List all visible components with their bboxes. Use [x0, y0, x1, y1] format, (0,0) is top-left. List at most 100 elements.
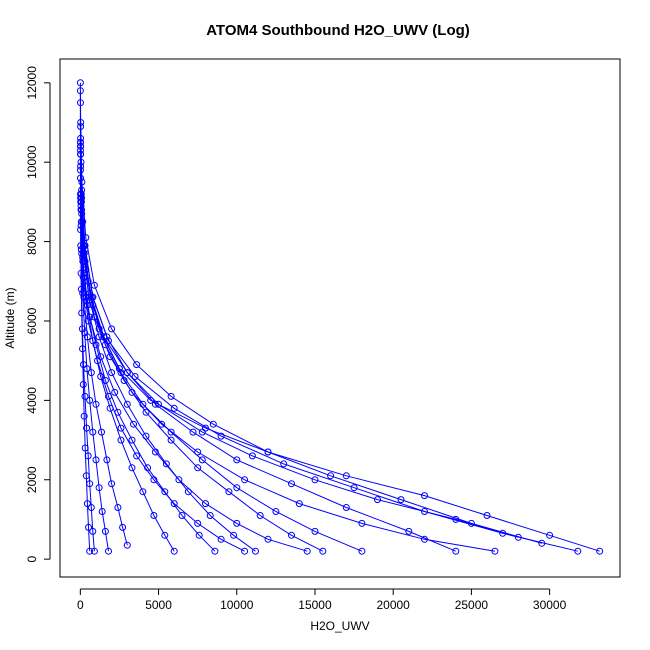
data-point — [131, 373, 139, 380]
data-point — [147, 396, 155, 404]
data-point — [77, 269, 85, 277]
data-point — [175, 476, 183, 484]
data-point — [80, 412, 88, 420]
data-point — [405, 527, 413, 535]
data-point — [151, 400, 159, 408]
data-point — [81, 444, 89, 452]
data-point — [194, 448, 202, 456]
data-point — [144, 464, 152, 472]
plot-series-group — [76, 79, 604, 555]
data-point — [198, 428, 206, 436]
data-point — [86, 547, 94, 555]
series-line-2 — [80, 126, 578, 552]
data-point — [546, 531, 554, 539]
y-tick-label: 4000 — [25, 387, 39, 414]
data-point — [79, 345, 86, 353]
data-point — [95, 484, 103, 492]
data-point — [241, 476, 249, 484]
data-point — [80, 361, 87, 369]
data-point — [252, 547, 259, 555]
data-point — [170, 404, 178, 412]
data-point — [85, 523, 92, 531]
data-point — [452, 515, 460, 523]
data-point — [167, 392, 175, 400]
data-point — [150, 512, 158, 519]
data-point — [211, 547, 219, 555]
data-point — [170, 500, 178, 508]
data-point — [217, 432, 225, 440]
data-point — [79, 381, 87, 388]
data-point — [108, 325, 116, 333]
data-point — [217, 535, 225, 543]
data-point — [92, 400, 100, 408]
x-tick-label: 25000 — [455, 598, 489, 612]
data-point — [189, 428, 197, 436]
data-point — [288, 480, 295, 488]
data-point — [167, 436, 175, 444]
data-point — [80, 293, 88, 301]
x-tick-label: 20000 — [376, 598, 410, 612]
series-line-12 — [80, 154, 216, 552]
data-point — [89, 428, 97, 436]
data-point — [170, 547, 178, 555]
data-point — [108, 480, 116, 488]
data-point — [123, 400, 131, 408]
data-point — [288, 531, 295, 539]
y-axis: 0 2000 4000 6000 8000 10000 12000 — [25, 66, 51, 562]
series-line-5 — [80, 142, 456, 552]
data-point — [90, 547, 98, 555]
data-point — [421, 508, 428, 515]
data-point — [264, 535, 272, 543]
series-line-13 — [80, 150, 175, 552]
data-point — [158, 420, 166, 428]
y-tick-label: 2000 — [25, 466, 39, 493]
data-point — [77, 174, 84, 182]
data-point — [95, 333, 103, 341]
data-point — [397, 496, 405, 504]
data-point — [120, 377, 128, 384]
data-point — [79, 254, 87, 261]
data-point — [86, 396, 94, 404]
data-point — [264, 448, 272, 456]
y-tick-label: 12000 — [25, 66, 39, 100]
series-line-3 — [80, 122, 542, 544]
y-tick-label: 6000 — [25, 307, 39, 334]
series-line-1 — [80, 102, 600, 552]
data-point — [198, 456, 206, 464]
data-point — [142, 432, 150, 440]
data-point — [421, 535, 428, 543]
data-point — [248, 452, 256, 460]
data-point — [130, 420, 137, 428]
x-tick-label: 10000 — [220, 598, 254, 612]
data-point — [319, 547, 327, 555]
data-point — [106, 404, 114, 412]
x-tick-label: 15000 — [298, 598, 332, 612]
data-point — [81, 392, 89, 400]
data-point — [114, 504, 122, 511]
data-point — [78, 178, 86, 186]
data-point — [178, 512, 186, 519]
x-tick-label: 30000 — [533, 598, 567, 612]
data-point — [483, 512, 491, 519]
data-point — [574, 547, 582, 555]
data-point — [123, 541, 131, 549]
data-point — [128, 464, 136, 472]
data-point — [78, 309, 86, 317]
x-tick-label: 5000 — [145, 598, 172, 612]
data-point — [101, 527, 109, 535]
data-point — [90, 281, 98, 289]
data-point — [161, 488, 169, 496]
data-point — [114, 408, 122, 416]
series-line-17 — [79, 82, 91, 552]
series-line-8 — [80, 154, 324, 552]
data-point — [161, 531, 169, 539]
data-point — [87, 504, 95, 511]
y-tick-label: 8000 — [25, 228, 39, 255]
data-point — [421, 492, 428, 500]
data-point — [295, 500, 303, 508]
data-point — [303, 547, 311, 555]
data-point — [202, 500, 209, 508]
data-point — [128, 436, 136, 444]
data-point — [76, 79, 84, 87]
data-point — [133, 361, 141, 369]
